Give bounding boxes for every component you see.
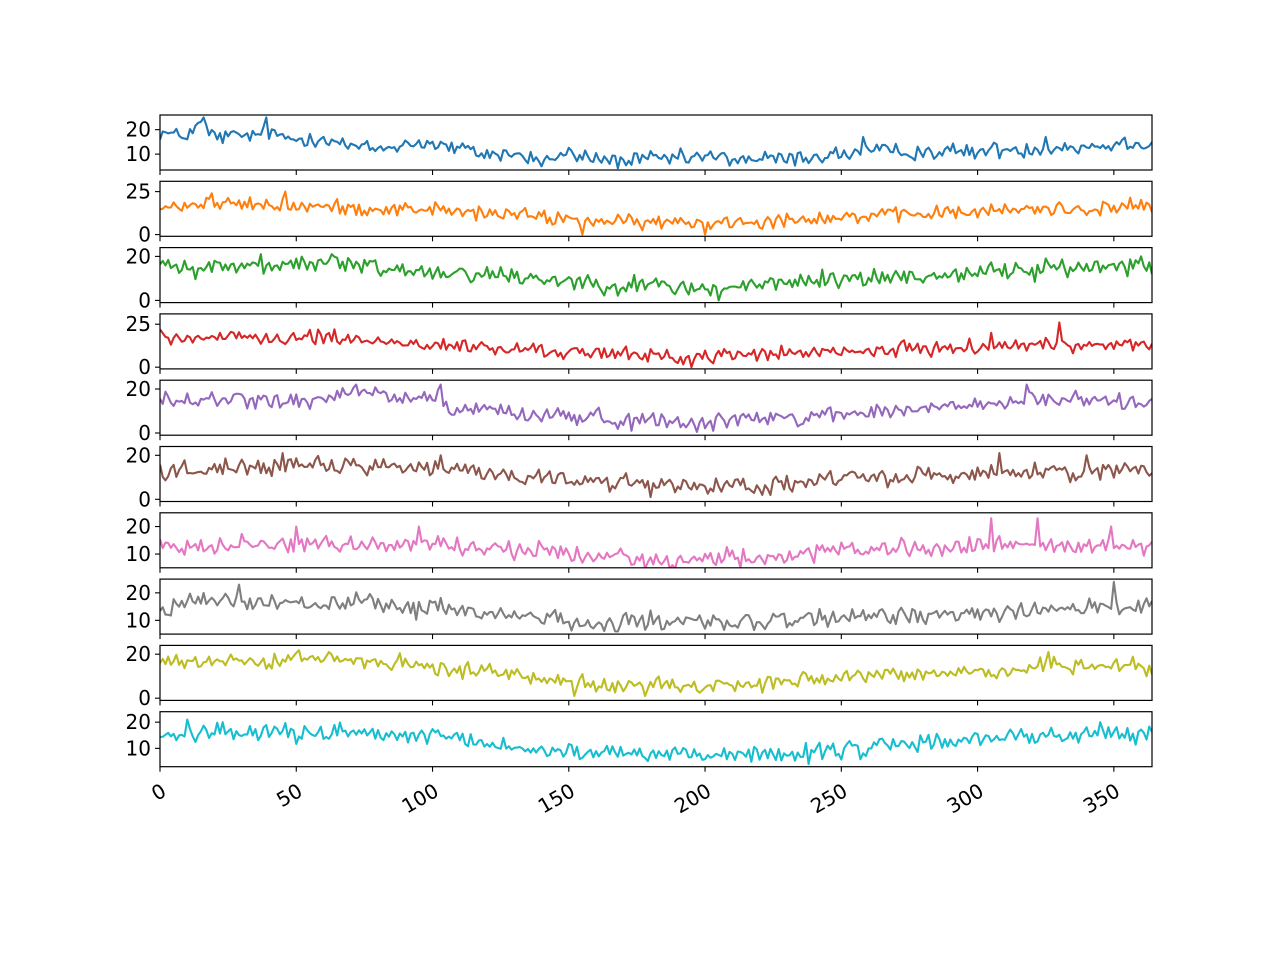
y-tick-label: 20 [126, 244, 151, 268]
subplot-frame [159, 114, 1153, 171]
series-line-9 [160, 649, 1152, 698]
y-tick-label: 25 [126, 312, 151, 336]
y-tick-label: 10 [126, 736, 151, 760]
y-tick-label: 20 [126, 642, 151, 666]
y-tick-label: 10 [126, 142, 151, 166]
subplot-frame [159, 313, 1153, 370]
y-tick-label: 25 [126, 180, 151, 204]
y-tick-label: 20 [126, 377, 151, 401]
subplot-frame [159, 711, 1153, 768]
subplot-2: 0 25 [126, 180, 1153, 247]
subplot-4: 0 25 [126, 312, 1153, 379]
y-tick-label: 20 [126, 443, 151, 467]
y-tick-label: 0 [138, 686, 151, 710]
subplot-6: 0 20 [126, 443, 1153, 511]
y-tick-label: 20 [126, 118, 151, 142]
series-line-1 [160, 116, 1152, 170]
y-tick-label: 0 [138, 421, 151, 445]
y-tick-label: 0 [138, 355, 151, 379]
subplot-frame [159, 644, 1153, 702]
subplot-frame [159, 379, 1153, 436]
subplot-frame [159, 445, 1153, 503]
subplot-frame [159, 247, 1153, 304]
y-tick-label: 0 [138, 223, 151, 247]
y-tick-label: 20 [126, 710, 151, 734]
series-line-10 [160, 718, 1152, 766]
y-tick-label: 0 [138, 288, 151, 312]
subplot-frame [159, 578, 1153, 635]
subplot-9: 0 20 [126, 642, 1153, 710]
series-line-8 [160, 580, 1152, 633]
y-tick-label: 10 [126, 608, 151, 632]
series-line-6 [160, 452, 1152, 499]
y-tick-label: 20 [126, 581, 151, 605]
series-line-3 [160, 253, 1152, 302]
series-line-2 [160, 190, 1152, 236]
y-tick-label: 0 [138, 487, 151, 511]
y-tick-label: 10 [126, 542, 151, 566]
series-line-7 [160, 517, 1152, 568]
y-tick-label: 20 [126, 515, 151, 539]
subplot-frame [159, 180, 1153, 237]
subplot-5: 0 20 [126, 377, 1153, 445]
subplot-3: 0 20 [126, 244, 1153, 312]
subplot-frame [159, 512, 1153, 569]
series-line-5 [160, 383, 1152, 433]
series-line-4 [160, 321, 1152, 369]
